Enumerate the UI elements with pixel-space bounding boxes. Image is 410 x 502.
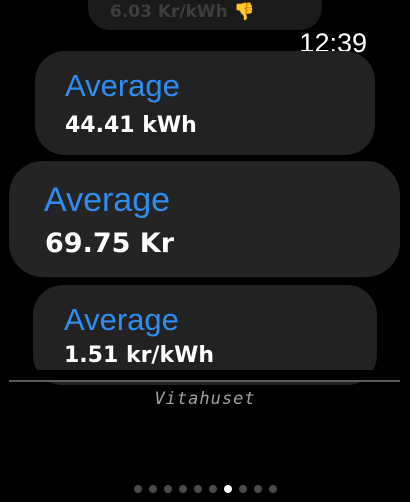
page-dot [253,485,262,493]
card-value: 1.51 kr/kWh [64,343,215,368]
card-value: 44.41 kWh [65,113,197,138]
page-dot [193,485,202,493]
card-value: 69.75 Kr [45,228,175,259]
page-dot [133,485,142,493]
page-dot [238,485,247,493]
card-label: Average [64,302,179,337]
average-cost-card[interactable]: Average 69.75 Kr [9,161,400,277]
previous-card-value: 6.03 Kr/kWh 👎 [110,2,255,22]
page-dot [223,485,232,493]
page-dot [178,485,187,493]
card-label: Average [65,68,180,103]
page-indicator [0,485,410,493]
previous-card[interactable]: 6.03 Kr/kWh 👎 [88,0,322,30]
footer-divider [9,380,400,382]
page-dot [268,485,277,493]
footer-title: Vitahuset [154,389,256,409]
page-dot [163,485,172,493]
average-energy-card[interactable]: Average 44.41 kWh [35,51,375,155]
scroll-mask [0,370,410,380]
card-label: Average [44,181,171,219]
page-dot [208,485,217,493]
page-dot [148,485,157,493]
average-price-card[interactable]: Average 1.51 kr/kWh [33,285,377,385]
